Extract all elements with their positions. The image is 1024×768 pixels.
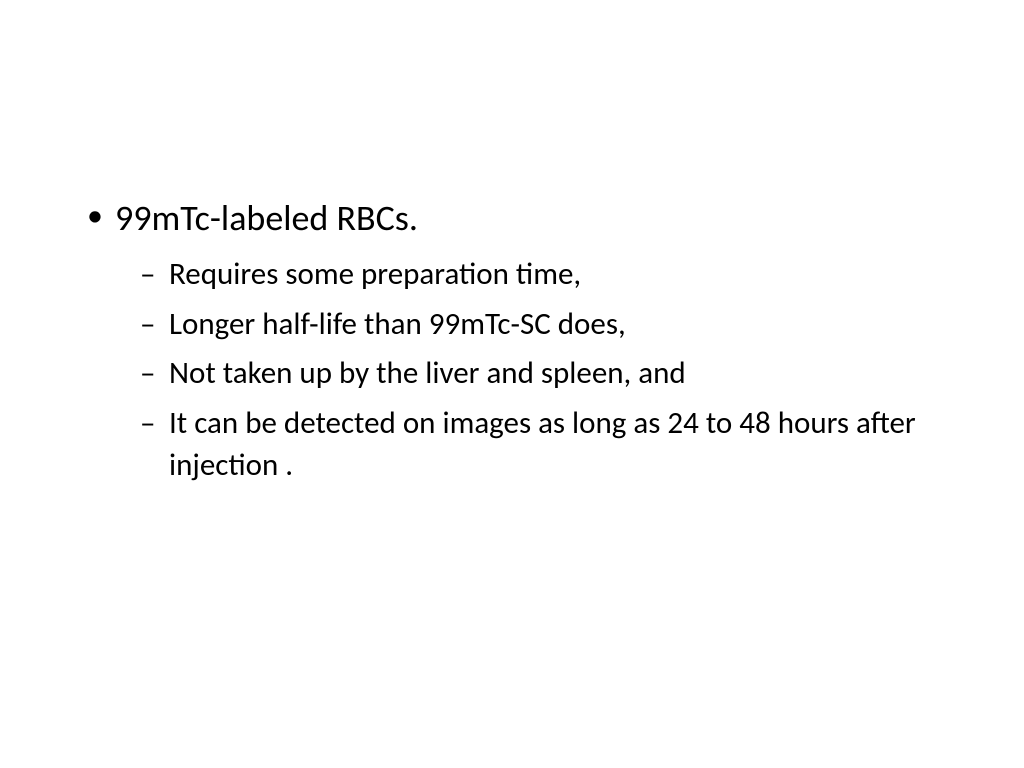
list-item: Longer half-life than 99mTc-SC does, [115,304,949,346]
list-item: 99mTc-labeled RBCs. Requires some prepar… [75,195,949,487]
list-item: Requires some preparation time, [115,254,949,296]
bullet-text: It can be detected on images as long as … [169,404,916,484]
bullet-text: 99mTc-labeled RBCs. [115,196,418,240]
bullet-text: Not taken up by the liver and spleen, an… [169,354,686,392]
bullet-list-level-2: Requires some preparation time, Longer h… [115,254,949,487]
bullet-text: Requires some preparation time, [169,255,581,293]
list-item: It can be detected on images as long as … [115,403,949,487]
bullet-list-level-1: 99mTc-labeled RBCs. Requires some prepar… [75,195,949,487]
bullet-text: Longer half-life than 99mTc-SC does, [169,305,626,343]
list-item: Not taken up by the liver and spleen, an… [115,353,949,395]
